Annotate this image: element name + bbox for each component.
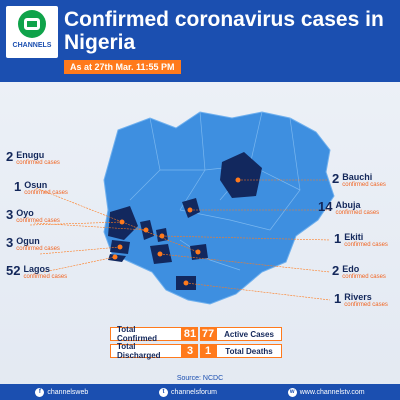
- label-lagos: 52 Lagos confirmed cases: [6, 263, 68, 281]
- label-abuja: 14 Abuja confirmed cases: [318, 199, 380, 217]
- total-discharged-value: 3: [182, 344, 198, 358]
- total-deaths-value: 1: [200, 344, 216, 358]
- total-confirmed-value: 81: [182, 327, 198, 341]
- active-cases-label: Active Cases: [216, 327, 282, 341]
- date-badge: As at 27th Mar. 11:55 PM: [64, 60, 181, 74]
- label-rivers: 1 Rivers confirmed cases: [334, 291, 388, 309]
- total-deaths-label: Total Deaths: [216, 344, 282, 358]
- stats-row-2: Total Discharged 3 1 Total Deaths: [110, 342, 282, 360]
- label-edo: 2 Edo confirmed cases: [332, 263, 386, 281]
- label-oyo: 3 Oyo confirmed cases: [6, 207, 60, 225]
- header-banner: CHANNELS Confirmed coronavirus cases in …: [0, 0, 400, 82]
- label-bauchi: 2 Bauchi confirmed cases: [332, 171, 386, 189]
- facebook-icon: f: [35, 387, 45, 397]
- stats-row-1: Total Confirmed 81 77 Active Cases: [110, 325, 282, 343]
- active-cases-value: 77: [200, 327, 216, 341]
- page-title: Confirmed coronavirus cases in Nigeria: [64, 8, 384, 54]
- channels-logo: CHANNELS: [6, 6, 58, 58]
- website-link[interactable]: w www.channelstv.com: [287, 387, 365, 397]
- globe-icon: w: [287, 387, 297, 397]
- logo-text: CHANNELS: [12, 42, 52, 49]
- source-note: Source: NCDC: [176, 375, 224, 382]
- footer: f channelsweb t channelsforum w www.chan…: [0, 384, 400, 400]
- social-channelsweb[interactable]: f channelsweb: [35, 387, 88, 397]
- state-bauchi: [220, 152, 262, 198]
- label-ogun: 3 Ogun confirmed cases: [6, 235, 60, 253]
- label-ekiti: 1 Ekiti confirmed cases: [334, 231, 388, 249]
- social-channelsforum[interactable]: t channelsforum: [159, 387, 217, 397]
- total-confirmed-label: Total Confirmed: [110, 325, 182, 343]
- twitter-icon: t: [159, 387, 169, 397]
- tv-icon: [18, 10, 46, 38]
- nigeria-outline: [103, 111, 335, 305]
- label-enugu: 2 Enugu confirmed cases: [6, 149, 60, 167]
- label-osun: 1 Osun confirmed cases: [14, 179, 68, 197]
- total-discharged-label: Total Discharged: [110, 342, 182, 360]
- leader-lines: [29, 179, 331, 301]
